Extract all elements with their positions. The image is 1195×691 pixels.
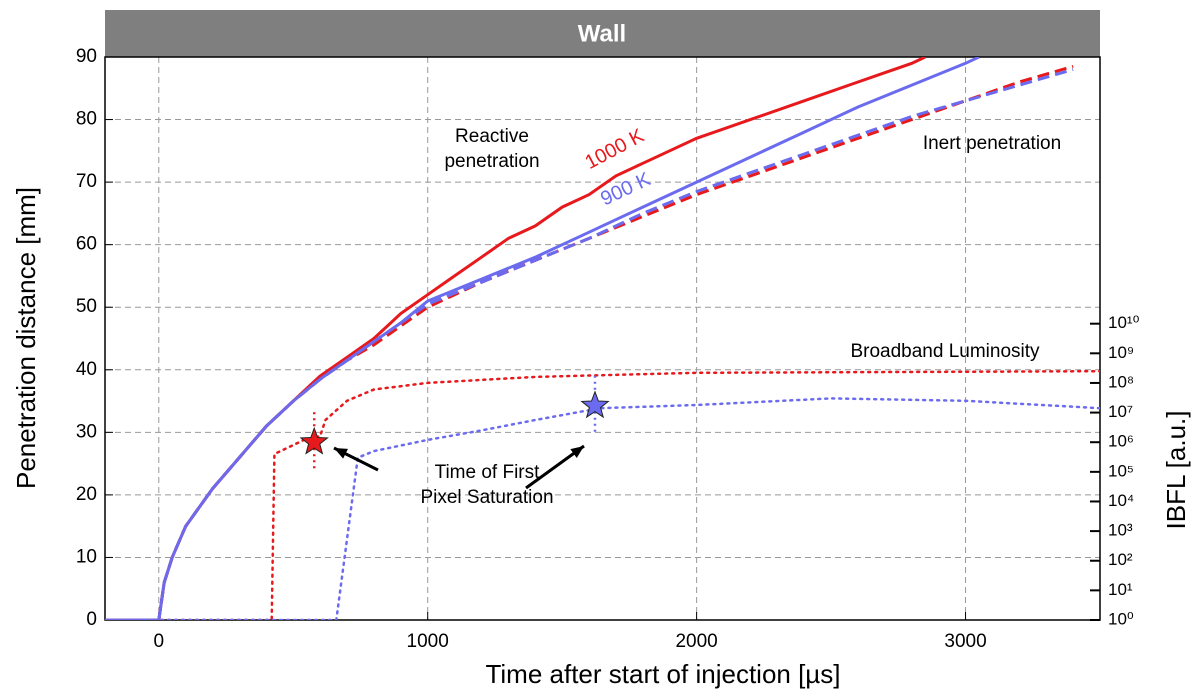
annotation: Time of First bbox=[435, 462, 541, 483]
plot-frame bbox=[104, 56, 1101, 621]
series-line bbox=[105, 369, 1100, 620]
y-tick-label: 60 bbox=[76, 234, 97, 255]
y2-tick-label: 10⁷ bbox=[1108, 402, 1133, 421]
y-tick-label: 90 bbox=[76, 46, 97, 67]
y2-tick-label: 10⁵ bbox=[1108, 461, 1134, 480]
y-tick-label: 50 bbox=[76, 296, 97, 317]
y-tick-label: 40 bbox=[76, 359, 97, 380]
y2-tick-label: 10³ bbox=[1108, 521, 1133, 540]
y2-tick-label: 10⁹ bbox=[1108, 343, 1134, 362]
wall-band bbox=[105, 10, 1100, 57]
y2-tick-label: 10¹ bbox=[1108, 580, 1133, 599]
x-axis-title: Time after start of injection [µs] bbox=[485, 659, 840, 689]
series-line bbox=[105, 68, 1074, 620]
y-tick-label: 10 bbox=[76, 546, 97, 567]
series-line bbox=[105, 397, 1100, 620]
arrow-head bbox=[334, 448, 348, 459]
annotation: penetration bbox=[444, 151, 539, 172]
x-tick-label: 3000 bbox=[944, 631, 986, 652]
y2-tick-label: 10⁰ bbox=[1108, 609, 1134, 628]
y2-tick-label: 10¹⁰ bbox=[1108, 313, 1140, 332]
y2-tick-label: 10⁸ bbox=[1108, 372, 1134, 391]
y-tick-label: 0 bbox=[86, 609, 97, 630]
wall-label: Wall bbox=[578, 20, 626, 47]
star-marker bbox=[299, 426, 329, 455]
arrow-head bbox=[570, 446, 584, 458]
x-tick-label: 0 bbox=[153, 631, 164, 652]
y-tick-label: 30 bbox=[76, 421, 97, 442]
x-tick-label: 2000 bbox=[675, 631, 717, 652]
annotation: Broadband Luminosity bbox=[850, 341, 1040, 362]
star-marker bbox=[580, 390, 610, 419]
annotation: Inert penetration bbox=[923, 133, 1061, 154]
y2-axis-title: IBFL [a.u.] bbox=[1161, 411, 1191, 530]
y2-tick-label: 10² bbox=[1108, 550, 1133, 569]
y-tick-label: 20 bbox=[76, 484, 97, 505]
y2-tick-label: 10⁶ bbox=[1108, 432, 1134, 451]
y-tick-label: 70 bbox=[76, 171, 97, 192]
x-tick-label: 1000 bbox=[407, 631, 449, 652]
y-tick-label: 80 bbox=[76, 109, 97, 130]
series-line bbox=[105, 57, 980, 620]
y2-tick-label: 10⁴ bbox=[1108, 491, 1134, 510]
y-axis-title: Penetration distance [mm] bbox=[11, 187, 41, 489]
annotation: Pixel Saturation bbox=[420, 487, 553, 508]
annotation: Reactive bbox=[455, 126, 529, 147]
series-group bbox=[105, 57, 1100, 620]
